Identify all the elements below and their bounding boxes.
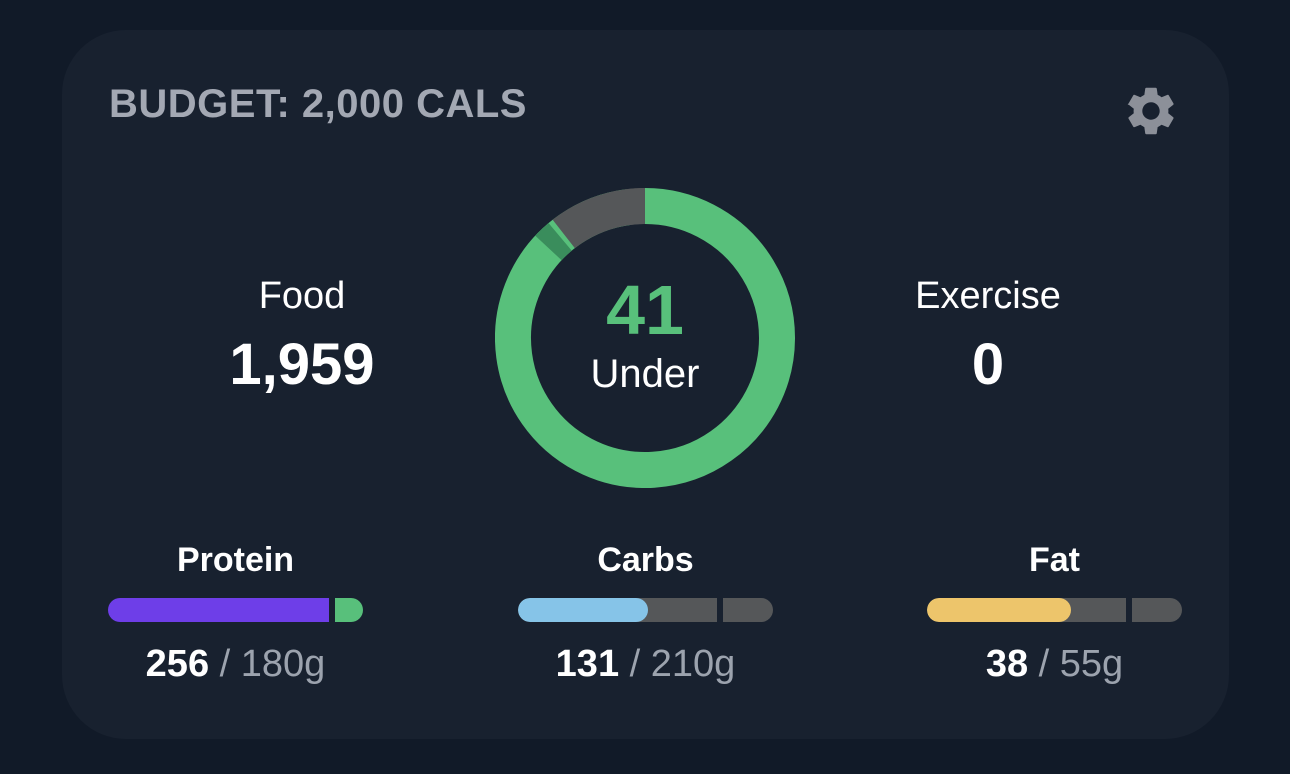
macro-progress-bar — [108, 598, 363, 622]
macro-fat: Fat 38 / 55g — [927, 540, 1182, 688]
macro-name: Fat — [1029, 541, 1080, 579]
food-stat: Food 1,959 — [182, 274, 422, 398]
macro-progress-bar — [518, 598, 773, 622]
macro-goal: 180g — [240, 643, 326, 685]
ring-remaining-cap — [552, 188, 646, 249]
macro-separator: / — [1038, 643, 1060, 685]
macro-extra-track — [1132, 598, 1182, 622]
macro-separator: / — [219, 643, 241, 685]
macro-name: Protein — [176, 541, 295, 579]
food-value: 1,959 — [229, 332, 375, 397]
macro-carbs: Carbs 131 / 210g — [518, 540, 773, 688]
macro-eaten: 256 — [145, 643, 210, 685]
macro-amounts: 131 / 210g — [518, 640, 773, 688]
macro-fill — [927, 598, 1071, 622]
calorie-ring: 41 Under — [495, 188, 795, 488]
macro-fill — [518, 598, 648, 622]
exercise-label: Exercise — [915, 275, 1061, 317]
macro-eaten: 131 — [555, 643, 620, 685]
remaining-value: 41 — [606, 271, 684, 349]
macro-protein: Protein 256 / 180g — [108, 540, 363, 688]
food-label: Food — [258, 275, 346, 317]
calorie-ring-chart — [495, 188, 795, 488]
macro-fill — [108, 598, 330, 622]
macro-over-fill — [335, 598, 363, 622]
budget-title: BUDGET: 2,000 CALS — [109, 82, 527, 126]
remaining-label: Under — [590, 352, 700, 396]
macro-progress-bar — [927, 598, 1182, 622]
ring-marker-arc — [535, 223, 572, 261]
macro-amounts: 38 / 55g — [927, 640, 1182, 688]
macro-goal: 210g — [650, 643, 736, 685]
macro-amounts: 256 / 180g — [108, 640, 363, 688]
macro-goal: 55g — [1059, 643, 1124, 685]
ring-food-arc — [495, 188, 795, 488]
macro-name: Carbs — [597, 541, 694, 579]
settings-button[interactable] — [1122, 82, 1180, 140]
macro-extra-track — [723, 598, 773, 622]
exercise-stat: Exercise 0 — [868, 274, 1108, 398]
gear-icon — [1127, 87, 1174, 135]
exercise-value: 0 — [971, 332, 1005, 397]
macro-separator: / — [629, 643, 651, 685]
macro-eaten: 38 — [985, 643, 1029, 685]
